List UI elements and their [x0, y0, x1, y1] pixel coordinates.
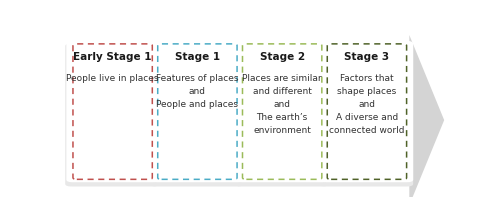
Polygon shape [70, 35, 444, 205]
FancyBboxPatch shape [151, 41, 244, 182]
Text: Early Stage 1: Early Stage 1 [74, 52, 152, 62]
FancyBboxPatch shape [236, 41, 328, 182]
FancyBboxPatch shape [320, 44, 413, 187]
FancyBboxPatch shape [65, 44, 159, 187]
Text: Factors that
shape places
and
A diverse and
connected world: Factors that shape places and A diverse … [329, 74, 404, 135]
FancyBboxPatch shape [320, 41, 413, 182]
Text: Features of places
and
People and places: Features of places and People and places [156, 74, 238, 109]
Text: Stage 3: Stage 3 [344, 52, 390, 62]
FancyBboxPatch shape [234, 44, 328, 187]
Text: Places are similar
and different
and
The earth’s
environment: Places are similar and different and The… [242, 74, 322, 135]
FancyBboxPatch shape [150, 44, 244, 187]
FancyBboxPatch shape [66, 41, 159, 182]
Text: People live in places: People live in places [66, 74, 159, 83]
Text: Stage 2: Stage 2 [260, 52, 304, 62]
Text: Stage 1: Stage 1 [175, 52, 220, 62]
